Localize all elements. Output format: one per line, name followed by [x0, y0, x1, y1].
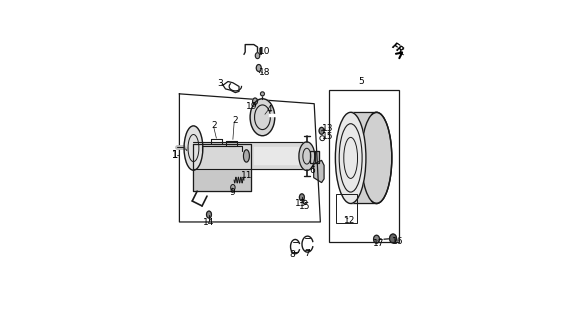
Text: 17: 17: [373, 239, 385, 248]
Text: 13: 13: [295, 199, 307, 209]
Text: 16: 16: [392, 237, 404, 246]
Ellipse shape: [389, 234, 396, 243]
Ellipse shape: [250, 99, 275, 136]
Bar: [329, 90, 399, 242]
Text: 3: 3: [218, 79, 223, 89]
Ellipse shape: [207, 211, 211, 218]
Text: 15: 15: [322, 132, 334, 141]
Text: 1: 1: [173, 150, 178, 160]
Text: 19: 19: [246, 102, 258, 111]
Text: 12: 12: [344, 216, 355, 225]
Bar: [336, 194, 357, 223]
Text: 6: 6: [310, 166, 316, 175]
Text: 15: 15: [298, 202, 310, 211]
Ellipse shape: [256, 65, 261, 71]
Ellipse shape: [319, 127, 324, 134]
Text: 4: 4: [267, 105, 273, 114]
Ellipse shape: [255, 53, 260, 59]
Ellipse shape: [253, 98, 257, 104]
Text: 2: 2: [211, 121, 217, 130]
Polygon shape: [314, 160, 324, 182]
Ellipse shape: [243, 150, 249, 162]
Ellipse shape: [184, 126, 203, 170]
Text: 9: 9: [229, 188, 235, 197]
Text: 13: 13: [321, 124, 333, 133]
Ellipse shape: [373, 235, 380, 243]
Ellipse shape: [335, 112, 366, 204]
Text: 1: 1: [173, 150, 178, 160]
Text: FR.: FR.: [389, 41, 408, 58]
Text: 11: 11: [241, 172, 253, 180]
Text: 2: 2: [233, 116, 238, 125]
Text: 18: 18: [259, 68, 271, 77]
Text: 8: 8: [289, 250, 295, 259]
Ellipse shape: [299, 194, 304, 201]
Text: 14: 14: [203, 218, 215, 227]
Ellipse shape: [299, 142, 314, 171]
Text: 5: 5: [358, 77, 364, 86]
Text: 7: 7: [305, 250, 310, 259]
Ellipse shape: [361, 112, 392, 204]
Polygon shape: [310, 150, 319, 163]
Text: 10: 10: [259, 47, 271, 56]
Ellipse shape: [231, 185, 235, 190]
Ellipse shape: [260, 92, 264, 96]
Polygon shape: [193, 144, 252, 191]
